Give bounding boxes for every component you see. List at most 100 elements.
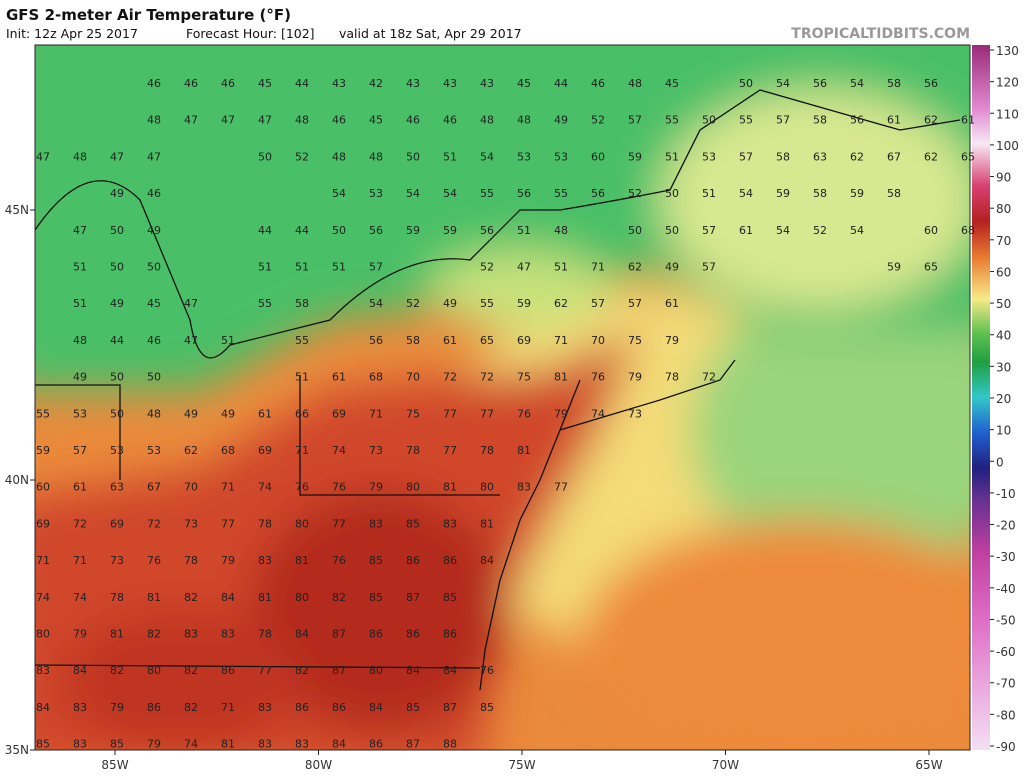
colorbar-label: -80 xyxy=(996,708,1016,722)
station-value: 51 xyxy=(295,261,309,274)
station-value: 79 xyxy=(628,371,642,384)
station-value: 77 xyxy=(554,481,568,494)
station-value: 77 xyxy=(258,664,272,677)
station-value: 49 xyxy=(443,297,457,310)
station-value: 83 xyxy=(36,664,50,677)
station-value: 83 xyxy=(258,738,272,751)
station-value: 45 xyxy=(369,114,383,127)
station-value: 53 xyxy=(517,150,531,163)
station-value: 47 xyxy=(147,150,161,163)
station-value: 61 xyxy=(739,224,753,237)
station-value: 46 xyxy=(147,187,161,200)
station-value: 42 xyxy=(369,77,383,90)
init-time: Init: 12z Apr 25 2017 xyxy=(6,26,138,41)
station-value: 79 xyxy=(369,481,383,494)
station-value: 59 xyxy=(628,150,642,163)
station-value: 80 xyxy=(480,481,494,494)
station-value: 50 xyxy=(110,371,124,384)
station-value: 46 xyxy=(147,77,161,90)
station-value: 50 xyxy=(110,224,124,237)
station-value: 51 xyxy=(258,261,272,274)
station-value: 87 xyxy=(332,664,346,677)
station-value: 54 xyxy=(480,150,494,163)
station-value: 58 xyxy=(813,114,827,127)
station-value: 43 xyxy=(406,77,420,90)
station-value: 76 xyxy=(295,481,309,494)
station-value: 43 xyxy=(480,77,494,90)
station-value: 69 xyxy=(332,407,346,420)
station-value: 62 xyxy=(924,114,938,127)
station-value: 85 xyxy=(443,591,457,604)
station-value: 48 xyxy=(554,224,568,237)
station-value: 84 xyxy=(480,554,494,567)
station-value: 69 xyxy=(517,334,531,347)
colorbar-label: -20 xyxy=(996,519,1016,533)
station-value: 49 xyxy=(73,371,87,384)
station-value: 47 xyxy=(258,114,272,127)
station-value: 86 xyxy=(295,701,309,714)
station-value: 83 xyxy=(73,701,87,714)
station-value: 51 xyxy=(443,150,457,163)
station-value: 61 xyxy=(258,407,272,420)
station-value: 83 xyxy=(258,554,272,567)
station-value: 87 xyxy=(406,738,420,751)
station-value: 50 xyxy=(702,114,716,127)
station-value: 53 xyxy=(110,444,124,457)
station-value: 81 xyxy=(295,554,309,567)
station-value: 49 xyxy=(554,114,568,127)
station-value: 56 xyxy=(369,334,383,347)
station-value: 65 xyxy=(480,334,494,347)
station-value: 72 xyxy=(480,371,494,384)
station-value: 86 xyxy=(369,628,383,641)
station-value: 52 xyxy=(295,150,309,163)
station-value: 50 xyxy=(258,150,272,163)
station-value: 69 xyxy=(110,517,124,530)
lon-label: 75W xyxy=(508,758,535,772)
station-value: 56 xyxy=(813,77,827,90)
site-credit: TROPICALTIDBITS.COM xyxy=(791,26,970,42)
station-value: 81 xyxy=(480,517,494,530)
station-value: 82 xyxy=(184,591,198,604)
colorbar-label: -10 xyxy=(996,487,1016,501)
station-value: 48 xyxy=(295,114,309,127)
station-value: 46 xyxy=(332,114,346,127)
station-value: 57 xyxy=(702,224,716,237)
station-value: 44 xyxy=(554,77,568,90)
station-value: 50 xyxy=(110,261,124,274)
station-value: 65 xyxy=(924,261,938,274)
station-value: 81 xyxy=(110,628,124,641)
station-value: 81 xyxy=(554,371,568,384)
lon-label: 70W xyxy=(712,758,739,772)
station-value: 46 xyxy=(406,114,420,127)
station-value: 48 xyxy=(147,114,161,127)
station-value: 52 xyxy=(628,187,642,200)
station-value: 78 xyxy=(406,444,420,457)
colorbar-label: 40 xyxy=(996,329,1011,343)
station-value: 71 xyxy=(554,334,568,347)
station-value: 83 xyxy=(443,517,457,530)
station-value: 76 xyxy=(591,371,605,384)
station-value: 47 xyxy=(517,261,531,274)
station-value: 53 xyxy=(554,150,568,163)
station-value: 72 xyxy=(147,517,161,530)
station-value: 81 xyxy=(147,591,161,604)
station-value: 44 xyxy=(258,224,272,237)
station-value: 71 xyxy=(295,444,309,457)
station-value: 84 xyxy=(332,738,346,751)
station-value: 60 xyxy=(36,481,50,494)
station-value: 53 xyxy=(147,444,161,457)
station-value: 61 xyxy=(961,114,975,127)
station-value: 79 xyxy=(665,334,679,347)
station-value: 50 xyxy=(110,407,124,420)
station-value: 47 xyxy=(73,224,87,237)
station-value: 59 xyxy=(850,187,864,200)
station-value: 55 xyxy=(480,297,494,310)
station-value: 59 xyxy=(36,444,50,457)
map-frame xyxy=(34,44,971,751)
station-value: 77 xyxy=(221,517,235,530)
station-value: 83 xyxy=(517,481,531,494)
station-value: 51 xyxy=(517,224,531,237)
station-value: 71 xyxy=(369,407,383,420)
station-value: 73 xyxy=(110,554,124,567)
station-value: 71 xyxy=(36,554,50,567)
